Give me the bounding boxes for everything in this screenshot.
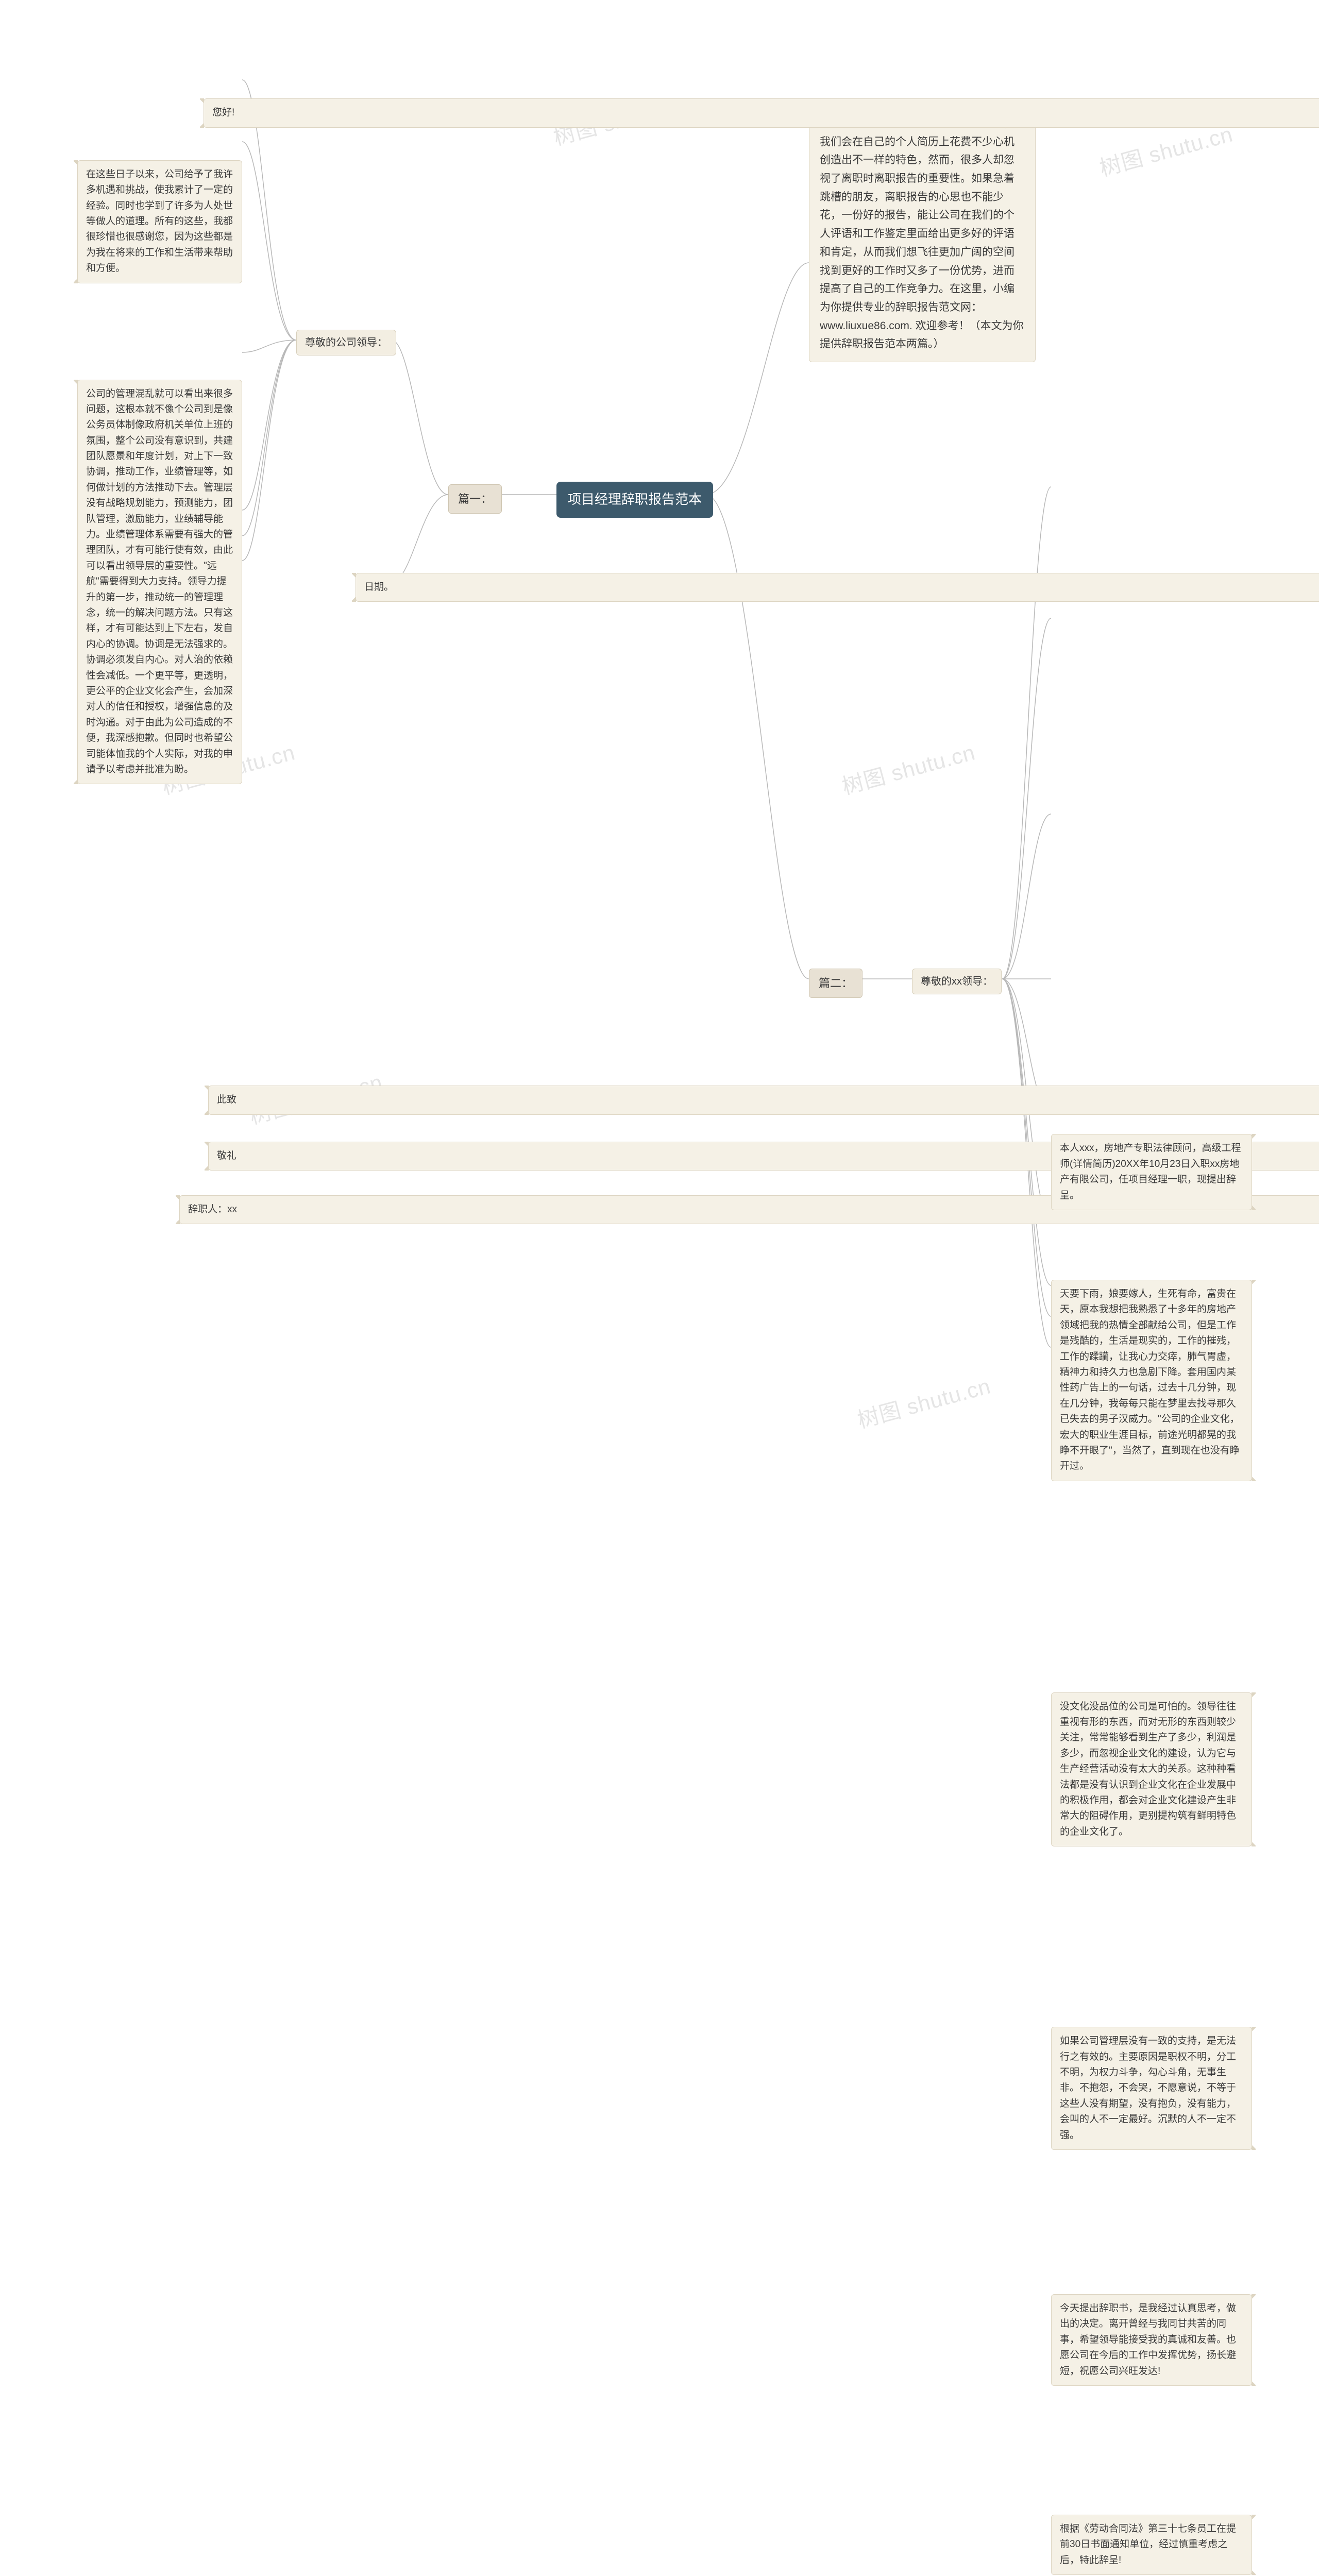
s2-p2: 天要下雨，娘要嫁人，生死有命，富贵在天，原本我想把我熟悉了十多年的房地产领域把我…: [1051, 1280, 1252, 1481]
s1-cizhi: 此致: [208, 1086, 1319, 1114]
s2-p4: 如果公司管理层没有一致的支持，是无法行之有效的。主要原因是职权不明，分工不明，为…: [1051, 2027, 1252, 2150]
section1-date-leaf: 日期。: [356, 573, 1319, 602]
s2-p6: 根据《劳动合同法》第三十七条员工在提前30日书面通知单位，经过慎重考虑之后，特此…: [1051, 2515, 1252, 2575]
intro-text-box: 如今很多朋友为了找到一份满意的工作，我们会在自己的个人简历上花费不少心机创造出不…: [809, 106, 1036, 362]
s1-greet: 您好!: [204, 98, 1319, 127]
s2-p5: 今天提出辞职书，是我经过认真思考，做出的决定。离开曾经与我同甘共苦的同事，希望领…: [1051, 2294, 1252, 2386]
watermark: 树图 shutu.cn: [854, 1369, 994, 1435]
s2-p3: 没文化没品位的公司是可怕的。领导往往重视有形的东西，而对无形的东西则较少关注，常…: [1051, 1692, 1252, 1847]
section1-node[interactable]: 篇一：: [448, 484, 502, 514]
s2-p1: 本人xxx，房地产专职法律顾问，高级工程师(详情简历)20XX年10月23日入职…: [1051, 1134, 1252, 1210]
s1-p2: 公司的管理混乱就可以看出来很多问题，这根本就不像个公司到是像公务员体制像政府机关…: [77, 380, 242, 785]
watermark: 树图 shutu.cn: [838, 735, 978, 801]
section2-sub-node[interactable]: 尊敬的xx领导：: [912, 969, 1002, 994]
section2-node[interactable]: 篇二：: [809, 969, 863, 998]
section1-sub-node[interactable]: 尊敬的公司领导：: [296, 330, 396, 355]
s1-p1: 在这些日子以来，公司给予了我许多机遇和挑战，使我累计了一定的经验。同时也学到了许…: [77, 160, 242, 283]
root-node[interactable]: 项目经理辞职报告范本: [556, 482, 713, 518]
